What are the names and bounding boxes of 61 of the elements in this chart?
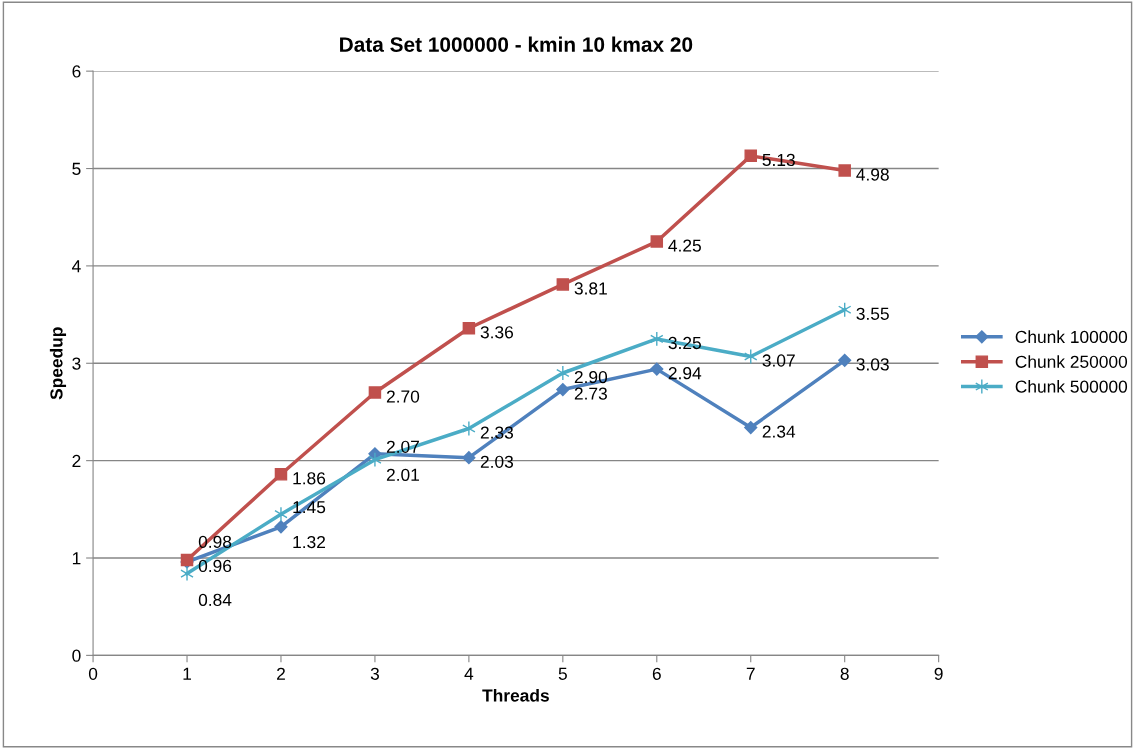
- point: [556, 382, 570, 397]
- data-label: 1.32: [293, 535, 325, 549]
- point: [274, 506, 288, 522]
- x-tick-label: 2: [277, 667, 285, 680]
- data-label: 2.70: [386, 390, 420, 403]
- x-tick-label: 7: [746, 667, 755, 680]
- data-label: 1.86: [293, 472, 326, 485]
- data-label: 3.03: [856, 358, 889, 371]
- point: [462, 451, 476, 465]
- point: [180, 565, 194, 582]
- data-label: 2.01: [386, 468, 419, 481]
- x-tick-label: 4: [464, 667, 474, 680]
- y-axis-title: Speedup: [49, 327, 67, 400]
- data-label: 2.73: [574, 387, 607, 400]
- x-tick-label: 1: [183, 667, 191, 680]
- x-tick-label: 6: [652, 667, 661, 680]
- data-label: 2.90: [574, 370, 608, 384]
- legend-label: Chunk 100000: [1015, 330, 1128, 344]
- data-label: 3.55: [856, 307, 889, 320]
- data-label: 5.13: [762, 153, 795, 167]
- data-label: 3.36: [480, 326, 514, 339]
- data-label: 0.96: [198, 559, 232, 573]
- data-label: 2.34: [762, 425, 796, 438]
- x-axis-title: Threads: [482, 688, 549, 702]
- point: [274, 468, 288, 481]
- data-label: 2.03: [480, 455, 514, 468]
- legend-label: Chunk 250000: [1015, 355, 1128, 368]
- y-tick-label: 0: [72, 649, 81, 662]
- chart-title: Data Set 1000000 - kmin 10 kmax 20: [340, 36, 693, 52]
- point: [838, 164, 851, 177]
- point: [744, 149, 757, 163]
- y-tick-label: 5: [72, 162, 81, 175]
- x-tick-label: 3: [370, 667, 379, 680]
- data-label: 3.81: [574, 282, 607, 295]
- x-tick-label: 0: [88, 667, 98, 680]
- point: [274, 520, 288, 534]
- point: [462, 420, 476, 437]
- point: [650, 362, 664, 376]
- data-label: 4.25: [668, 239, 701, 252]
- data-label: 0.84: [198, 593, 232, 607]
- x-tick-label: 8: [840, 667, 849, 680]
- point: [556, 278, 570, 291]
- y-tick-label: 2: [72, 454, 81, 467]
- point: [462, 321, 476, 335]
- x-tick-label: 5: [558, 667, 567, 680]
- legend-label: Chunk 500000: [1015, 380, 1128, 393]
- y-tick-label: 3: [72, 357, 81, 370]
- y-tick-label: 1: [72, 552, 81, 565]
- point: [368, 452, 382, 468]
- y-tick-label: 6: [72, 65, 81, 78]
- x-tick-label: 9: [934, 667, 943, 680]
- point: [838, 353, 852, 367]
- point: [556, 365, 570, 381]
- point: [744, 420, 758, 435]
- data-label: 4.98: [856, 168, 889, 181]
- y-tick-label: 4: [72, 260, 81, 273]
- data-label: 3.25: [668, 336, 701, 350]
- point: [368, 386, 382, 399]
- point: [650, 235, 664, 248]
- data-label: 2.94: [668, 367, 702, 380]
- data-label: 3.07: [762, 354, 795, 367]
